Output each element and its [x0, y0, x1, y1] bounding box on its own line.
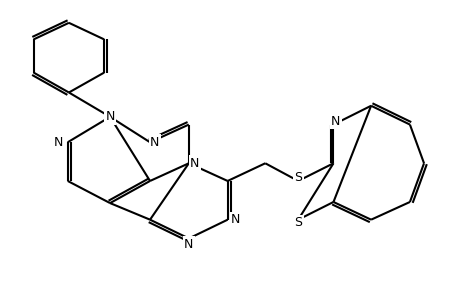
Text: N: N [150, 136, 159, 149]
Text: N: N [231, 213, 240, 226]
Text: N: N [184, 238, 193, 250]
Text: N: N [190, 157, 199, 170]
Text: N: N [105, 110, 114, 123]
Text: N: N [54, 136, 63, 149]
Text: N: N [330, 115, 340, 128]
Text: S: S [294, 171, 302, 184]
Text: S: S [294, 217, 302, 230]
